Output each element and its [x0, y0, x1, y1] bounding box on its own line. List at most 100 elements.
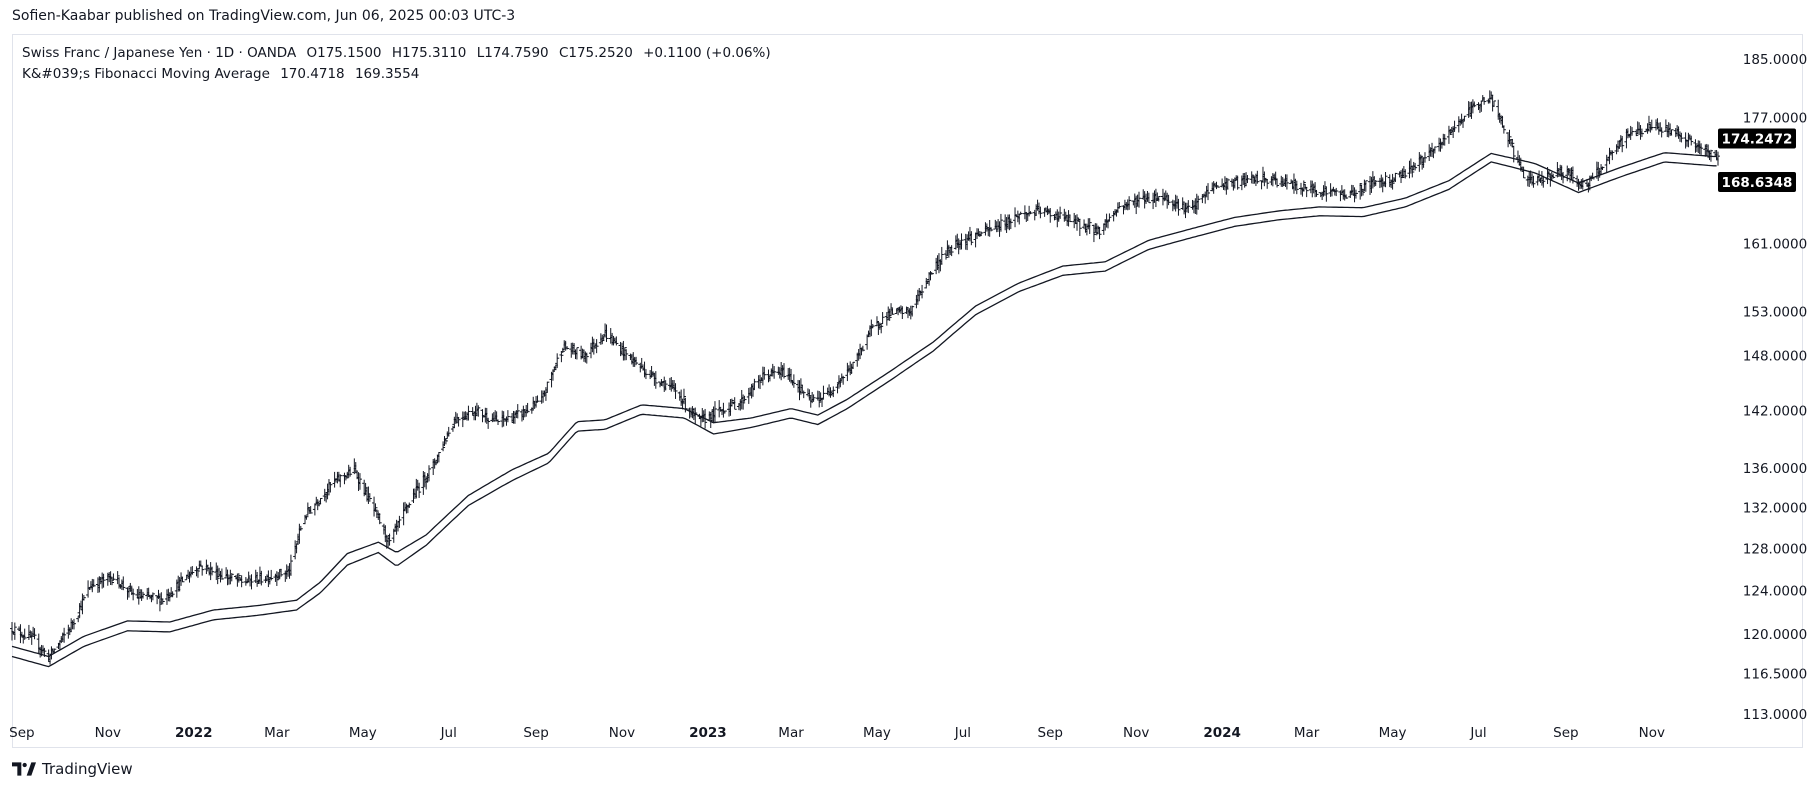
- ohlc-bar: [259, 570, 264, 586]
- ohlc-bar: [1127, 196, 1132, 210]
- ohlc-bar: [486, 417, 491, 429]
- ohlc-bar: [1344, 194, 1349, 199]
- ohlc-bar: [304, 515, 309, 520]
- x-axis-tick-label: May: [349, 725, 377, 741]
- ohlc-bar: [1663, 119, 1668, 132]
- ohlc-bar: [269, 569, 274, 581]
- ohlc-bar: [1630, 127, 1635, 136]
- ohlc-bar: [1301, 180, 1306, 192]
- indicator-legend: K&#039;s Fibonacci Moving Average 170.47…: [22, 66, 425, 82]
- ohlc-bar: [1699, 143, 1704, 155]
- ohlc-bar: [1639, 128, 1644, 138]
- y-axis-tick-label: 116.5000: [1743, 666, 1807, 682]
- ohlc-bar: [1373, 180, 1378, 187]
- ohlc-bar: [229, 573, 234, 582]
- y-axis-tick-label: 136.0000: [1743, 461, 1807, 477]
- ohlc-bar: [521, 405, 526, 421]
- ohlc-bar: [732, 397, 737, 410]
- ohlc-bar: [959, 233, 964, 250]
- ohlc-bar: [910, 305, 915, 317]
- ohlc-bar: [994, 221, 999, 233]
- ohlc-bar: [1472, 101, 1477, 108]
- ohlc-bar: [870, 323, 875, 329]
- ohlc-bar: [624, 349, 629, 361]
- ohlc-bar: [998, 213, 1003, 232]
- ohlc-bar: [722, 410, 727, 414]
- fma-value-badge-background: [1718, 171, 1796, 192]
- ohlc-bar: [1008, 218, 1013, 230]
- indicator-name[interactable]: K&#039;s Fibonacci Moving Average: [22, 66, 270, 82]
- ohlc-bar: [1324, 187, 1329, 202]
- ohlc-bar: [101, 573, 106, 588]
- y-axis-tick-label: 142.0000: [1743, 403, 1807, 419]
- ohlc-bar: [1689, 135, 1694, 146]
- ohlc-bar: [1235, 175, 1240, 190]
- ohlc-bar: [200, 565, 205, 576]
- ohlc-bar: [1679, 132, 1684, 143]
- ohlc-bar: [1610, 150, 1615, 161]
- ohlc-bar: [949, 245, 954, 257]
- ohlc-bar: [1501, 125, 1506, 134]
- ohlc-bar: [1273, 171, 1278, 185]
- ohlc-bar: [190, 566, 195, 575]
- x-axis-tick-label: 2022: [175, 725, 213, 741]
- fma-value-badge-text: 168.6348: [1722, 175, 1793, 191]
- ohlc-bar: [288, 554, 293, 576]
- ohlc-bar: [758, 374, 763, 390]
- ohlc-bar: [838, 377, 843, 388]
- ohlc-bar: [494, 411, 499, 422]
- ohlc-bar: [860, 345, 865, 352]
- ohlc-bar: [328, 482, 333, 493]
- ohlc-bar: [650, 371, 655, 377]
- ohlc-bar: [453, 411, 458, 424]
- ohlc-bar: [1600, 166, 1605, 171]
- ohlc-bar: [22, 628, 27, 640]
- ohlc-bar: [71, 618, 76, 630]
- ohlc-bar: [1186, 200, 1191, 214]
- footer-brand[interactable]: TradingView: [12, 760, 133, 778]
- ohlc-bar: [160, 598, 165, 605]
- y-axis-tick-label: 132.0000: [1743, 500, 1807, 516]
- ohlc-bar: [900, 306, 905, 320]
- ohlc-open: O175.1500: [306, 45, 382, 61]
- ohlc-bar: [643, 369, 648, 380]
- ohlc-bar: [673, 383, 678, 399]
- ohlc-bar: [312, 504, 317, 516]
- ohlc-bar: [121, 576, 126, 591]
- ohlc-bar: [1094, 223, 1099, 236]
- ohlc-bar: [1087, 218, 1092, 235]
- ohlc-bar: [772, 366, 777, 379]
- fma-lower-line: [11, 161, 1717, 668]
- ohlc-bar: [1363, 180, 1368, 192]
- x-axis-tick-label: 2023: [689, 725, 727, 741]
- ohlc-bar: [831, 386, 836, 398]
- ohlc-bar: [32, 628, 37, 640]
- ohlc-bar: [426, 465, 431, 482]
- y-axis-tick-label: 128.0000: [1743, 541, 1807, 557]
- ohlc-bar: [1646, 115, 1651, 132]
- ohlc-bar: [742, 395, 747, 402]
- ohlc-bar: [663, 380, 668, 391]
- ohlc-bar: [1038, 206, 1043, 219]
- ohlc-bar: [879, 324, 884, 334]
- ohlc-bar: [377, 513, 382, 525]
- ohlc-bar: [535, 395, 540, 403]
- ohlc-bar: [239, 575, 244, 588]
- ohlc-bar: [1482, 97, 1487, 105]
- x-axis-tick-label: Mar: [264, 725, 290, 741]
- ohlc-bar: [1231, 179, 1236, 191]
- ohlc-high: H175.3110: [391, 45, 467, 61]
- x-axis-tick-label: Nov: [609, 725, 635, 741]
- ohlc-bar: [543, 387, 548, 401]
- x-axis-tick-label: Sep: [9, 725, 34, 741]
- ohlc-bar: [397, 515, 402, 528]
- x-axis-tick-label: Mar: [1294, 725, 1320, 741]
- symbol-name[interactable]: Swiss Franc / Japanese Yen · 1D · OANDA: [22, 45, 297, 61]
- ohlc-bar: [634, 356, 639, 366]
- x-axis-tick-label: Sep: [1553, 725, 1578, 741]
- ohlc-bar: [348, 466, 353, 477]
- ohlc-bar: [989, 227, 994, 232]
- ohlc-bar: [1294, 180, 1299, 195]
- ohlc-bar: [366, 486, 371, 504]
